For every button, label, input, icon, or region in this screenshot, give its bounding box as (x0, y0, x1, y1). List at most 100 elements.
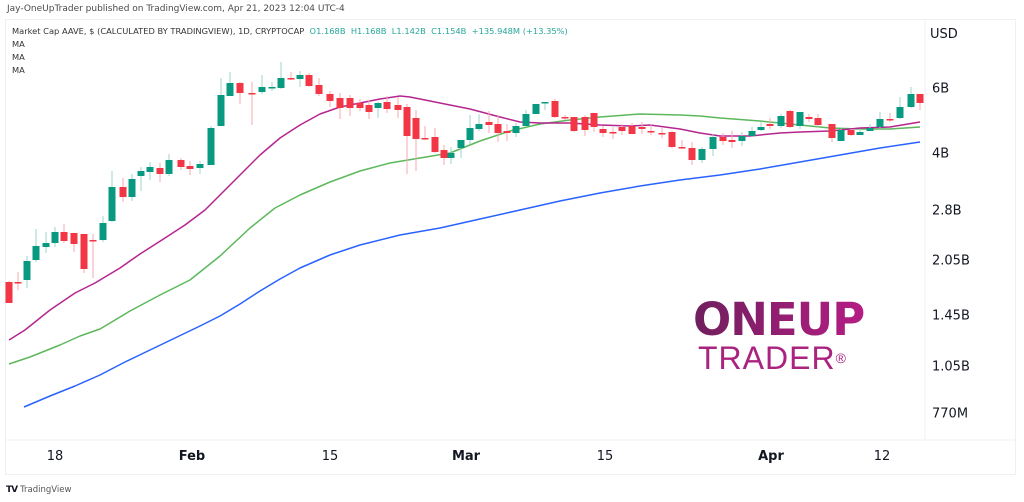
candle-up (856, 132, 864, 135)
candle-down (365, 105, 373, 112)
candle-up (522, 114, 530, 126)
candle-down (119, 187, 127, 197)
candle-down (728, 140, 736, 142)
candle-up (777, 116, 785, 126)
watermark-line1: ONEUP (693, 293, 865, 346)
candle-down (356, 103, 364, 108)
y-tick-label: 2.8B (932, 203, 962, 219)
candle-up (466, 128, 474, 140)
candle-up (738, 136, 746, 141)
candle-up (876, 119, 884, 127)
candle-down (14, 282, 22, 284)
candle-up (896, 107, 904, 118)
candle-up (207, 128, 215, 165)
candle-up (698, 149, 706, 160)
candle-down (503, 131, 511, 133)
candle-up (137, 171, 145, 176)
legend-close: C1.154B (431, 26, 467, 36)
candle-down (916, 94, 924, 103)
candle-down (346, 98, 354, 108)
candle-down (618, 127, 626, 131)
candle-up (907, 94, 915, 107)
tradingview-footer[interactable]: TV TradingView (6, 485, 71, 495)
candle-up (258, 87, 266, 92)
candle-up (226, 83, 234, 96)
x-tick-label: Mar (451, 449, 481, 464)
candle-down (186, 166, 194, 169)
candle-down (886, 119, 894, 121)
candle-up (748, 131, 756, 136)
y-tick-label: 1.05B (932, 359, 970, 375)
chart-legend: Market Cap AAVE, $ (CALCULATED BY TRADIN… (12, 25, 568, 77)
candle-up (475, 124, 483, 129)
candle-up (108, 187, 116, 221)
x-tick-label: Apr (758, 449, 784, 464)
candle-down (440, 150, 448, 158)
candle-down (248, 93, 256, 95)
watermark-trader-text: TRADER (698, 340, 836, 376)
candle-down (551, 101, 559, 117)
candle-down (287, 78, 295, 80)
ma-slow-line (23, 141, 921, 408)
candle-up (146, 167, 154, 172)
legend-change: +135.948M (+13.35%) (471, 26, 568, 36)
candle-down (609, 132, 617, 134)
candle-down (786, 111, 794, 127)
candle-down (719, 137, 727, 141)
legend-ma-2[interactable]: MA (12, 52, 25, 62)
candle-down (561, 117, 569, 119)
candle-down (581, 117, 589, 130)
candle-down (628, 126, 636, 134)
ma-fast-line (8, 95, 921, 341)
candle-down (678, 147, 686, 149)
legend-open: O1.168B (309, 26, 346, 36)
candle-up (277, 78, 285, 88)
candle-up (196, 164, 204, 168)
candle-up (457, 140, 465, 148)
candle-down (5, 282, 13, 303)
candle-up (23, 261, 31, 280)
candle-down (70, 233, 78, 244)
tradingview-brand: TradingView (20, 485, 72, 495)
candle-down (647, 131, 655, 133)
candle-up (165, 160, 173, 174)
candle-up (532, 104, 540, 114)
candle-down (814, 118, 822, 125)
x-tick-label: 15 (596, 449, 614, 464)
candle-down (494, 124, 502, 133)
candle-up (709, 137, 717, 149)
y-tick-label: 770M (932, 406, 969, 422)
legend-ma-1[interactable]: MA (12, 39, 25, 49)
candle-down (421, 138, 429, 140)
candle-down (828, 124, 836, 138)
candle-down (326, 94, 334, 101)
legend-ma-3[interactable]: MA (12, 65, 25, 75)
ma-mid-line (8, 113, 921, 365)
publisher-line: Jay-OneUpTrader published on TradingView… (7, 4, 345, 14)
y-tick-label: 6B (932, 81, 950, 97)
candle-down (394, 105, 402, 110)
legend-symbol[interactable]: Market Cap AAVE, $ (CALCULATED BY TRADIN… (12, 26, 305, 36)
candle-down (431, 137, 439, 152)
candle-up (866, 128, 874, 131)
candle-down (80, 234, 88, 269)
candle-down (599, 129, 607, 133)
candle-up (541, 102, 549, 104)
candle-down (383, 102, 391, 109)
candle-down (60, 232, 68, 241)
candle-up (374, 103, 382, 108)
candle-down (236, 83, 244, 93)
registered-mark: ® (835, 350, 847, 366)
candle-down (638, 127, 646, 129)
candle-down (590, 113, 598, 127)
candle-down (89, 240, 97, 242)
y-axis-currency[interactable]: USD (930, 27, 958, 42)
oneup-trader-watermark: ONEUP TRADER® (693, 293, 865, 376)
y-tick-label: 4B (932, 146, 950, 162)
candle-down (570, 117, 578, 131)
candle-up (32, 246, 40, 260)
legend-symbol-row: Market Cap AAVE, $ (CALCULATED BY TRADIN… (12, 25, 568, 38)
y-tick-label: 1.45B (932, 308, 970, 324)
candle-up (51, 232, 59, 243)
